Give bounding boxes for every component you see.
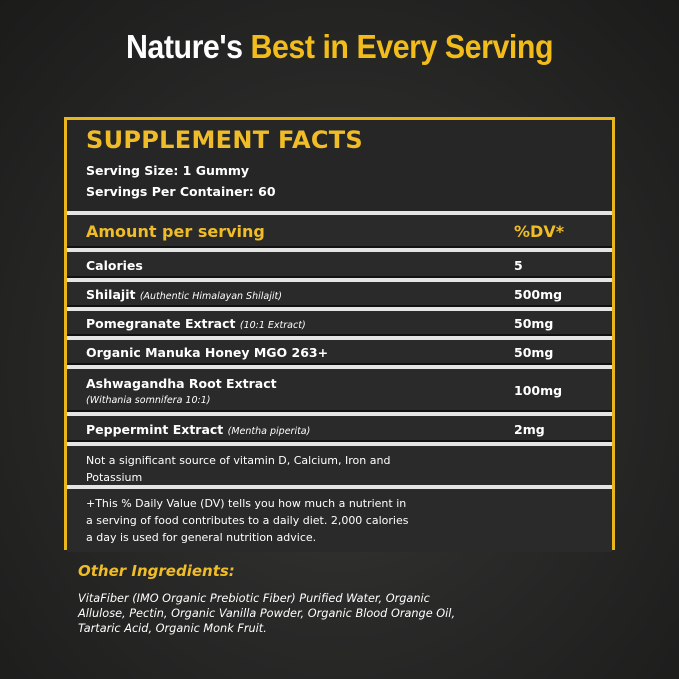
table-row: Peppermint Extract (Mentha piperita) 2mg xyxy=(67,416,612,446)
row-value: 50mg xyxy=(514,345,554,360)
row-value: 100mg xyxy=(514,383,563,398)
table-row: Organic Manuka Honey MGO 263+ 50mg xyxy=(67,340,612,369)
row-note: (Mentha piperita) xyxy=(227,425,311,437)
table-row: Ashwagandha Root Extract (Withania somnif… xyxy=(67,369,612,416)
facts-title: SUPPLEMENT FACTS xyxy=(86,126,364,154)
row-value: 50mg xyxy=(514,316,554,331)
table-row: Pomegranate Extract (10:1 Extract) 50mg xyxy=(67,311,612,340)
row-note: (Withania somnifera 10:1) xyxy=(86,394,211,406)
table-row: Shilajit (Authentic Himalayan Shilajit) … xyxy=(67,282,612,311)
table-row: Calories 5 xyxy=(67,252,612,282)
amount-label: Amount per serving xyxy=(86,222,265,241)
not-significant-note: Not a significant source of vitamin D, C… xyxy=(67,446,612,489)
headline: Nature's Best in Every Serving xyxy=(27,28,652,66)
row-name: Pomegranate Extract xyxy=(86,316,236,331)
other-ingredients-title: Other Ingredients: xyxy=(78,562,235,580)
headline-gold: Best in Every Serving xyxy=(250,28,554,65)
amount-header-row: Amount per serving %DV* xyxy=(67,215,612,252)
servings-per-container: Servings Per Container: 60 xyxy=(86,184,276,199)
row-name: Ashwagandha Root Extract xyxy=(86,375,277,391)
headline-white: Nature's xyxy=(125,28,243,65)
row-name: Calories xyxy=(86,257,143,273)
row-note: (Authentic Himalayan Shilajit) xyxy=(139,291,282,302)
facts-header: SUPPLEMENT FACTS Serving Size: 1 Gummy S… xyxy=(67,120,612,215)
row-value: 5 xyxy=(514,257,523,273)
supplement-facts-panel: SUPPLEMENT FACTS Serving Size: 1 Gummy S… xyxy=(64,117,615,552)
row-name: Organic Manuka Honey MGO 263+ xyxy=(86,345,329,360)
row-note: (10:1 Extract) xyxy=(239,320,306,331)
row-value: 500mg xyxy=(514,287,563,302)
serving-size: Serving Size: 1 Gummy xyxy=(86,163,250,178)
other-ingredients-text: VitaFiber (IMO Organic Prebiotic Fiber) … xyxy=(78,592,456,635)
daily-value-note: +This % Daily Value (DV) tells you how m… xyxy=(67,489,612,552)
row-name: Shilajit xyxy=(86,287,136,302)
row-value: 2mg xyxy=(514,421,545,437)
row-name: Peppermint Extract xyxy=(86,421,224,437)
dv-label: %DV* xyxy=(514,222,565,241)
